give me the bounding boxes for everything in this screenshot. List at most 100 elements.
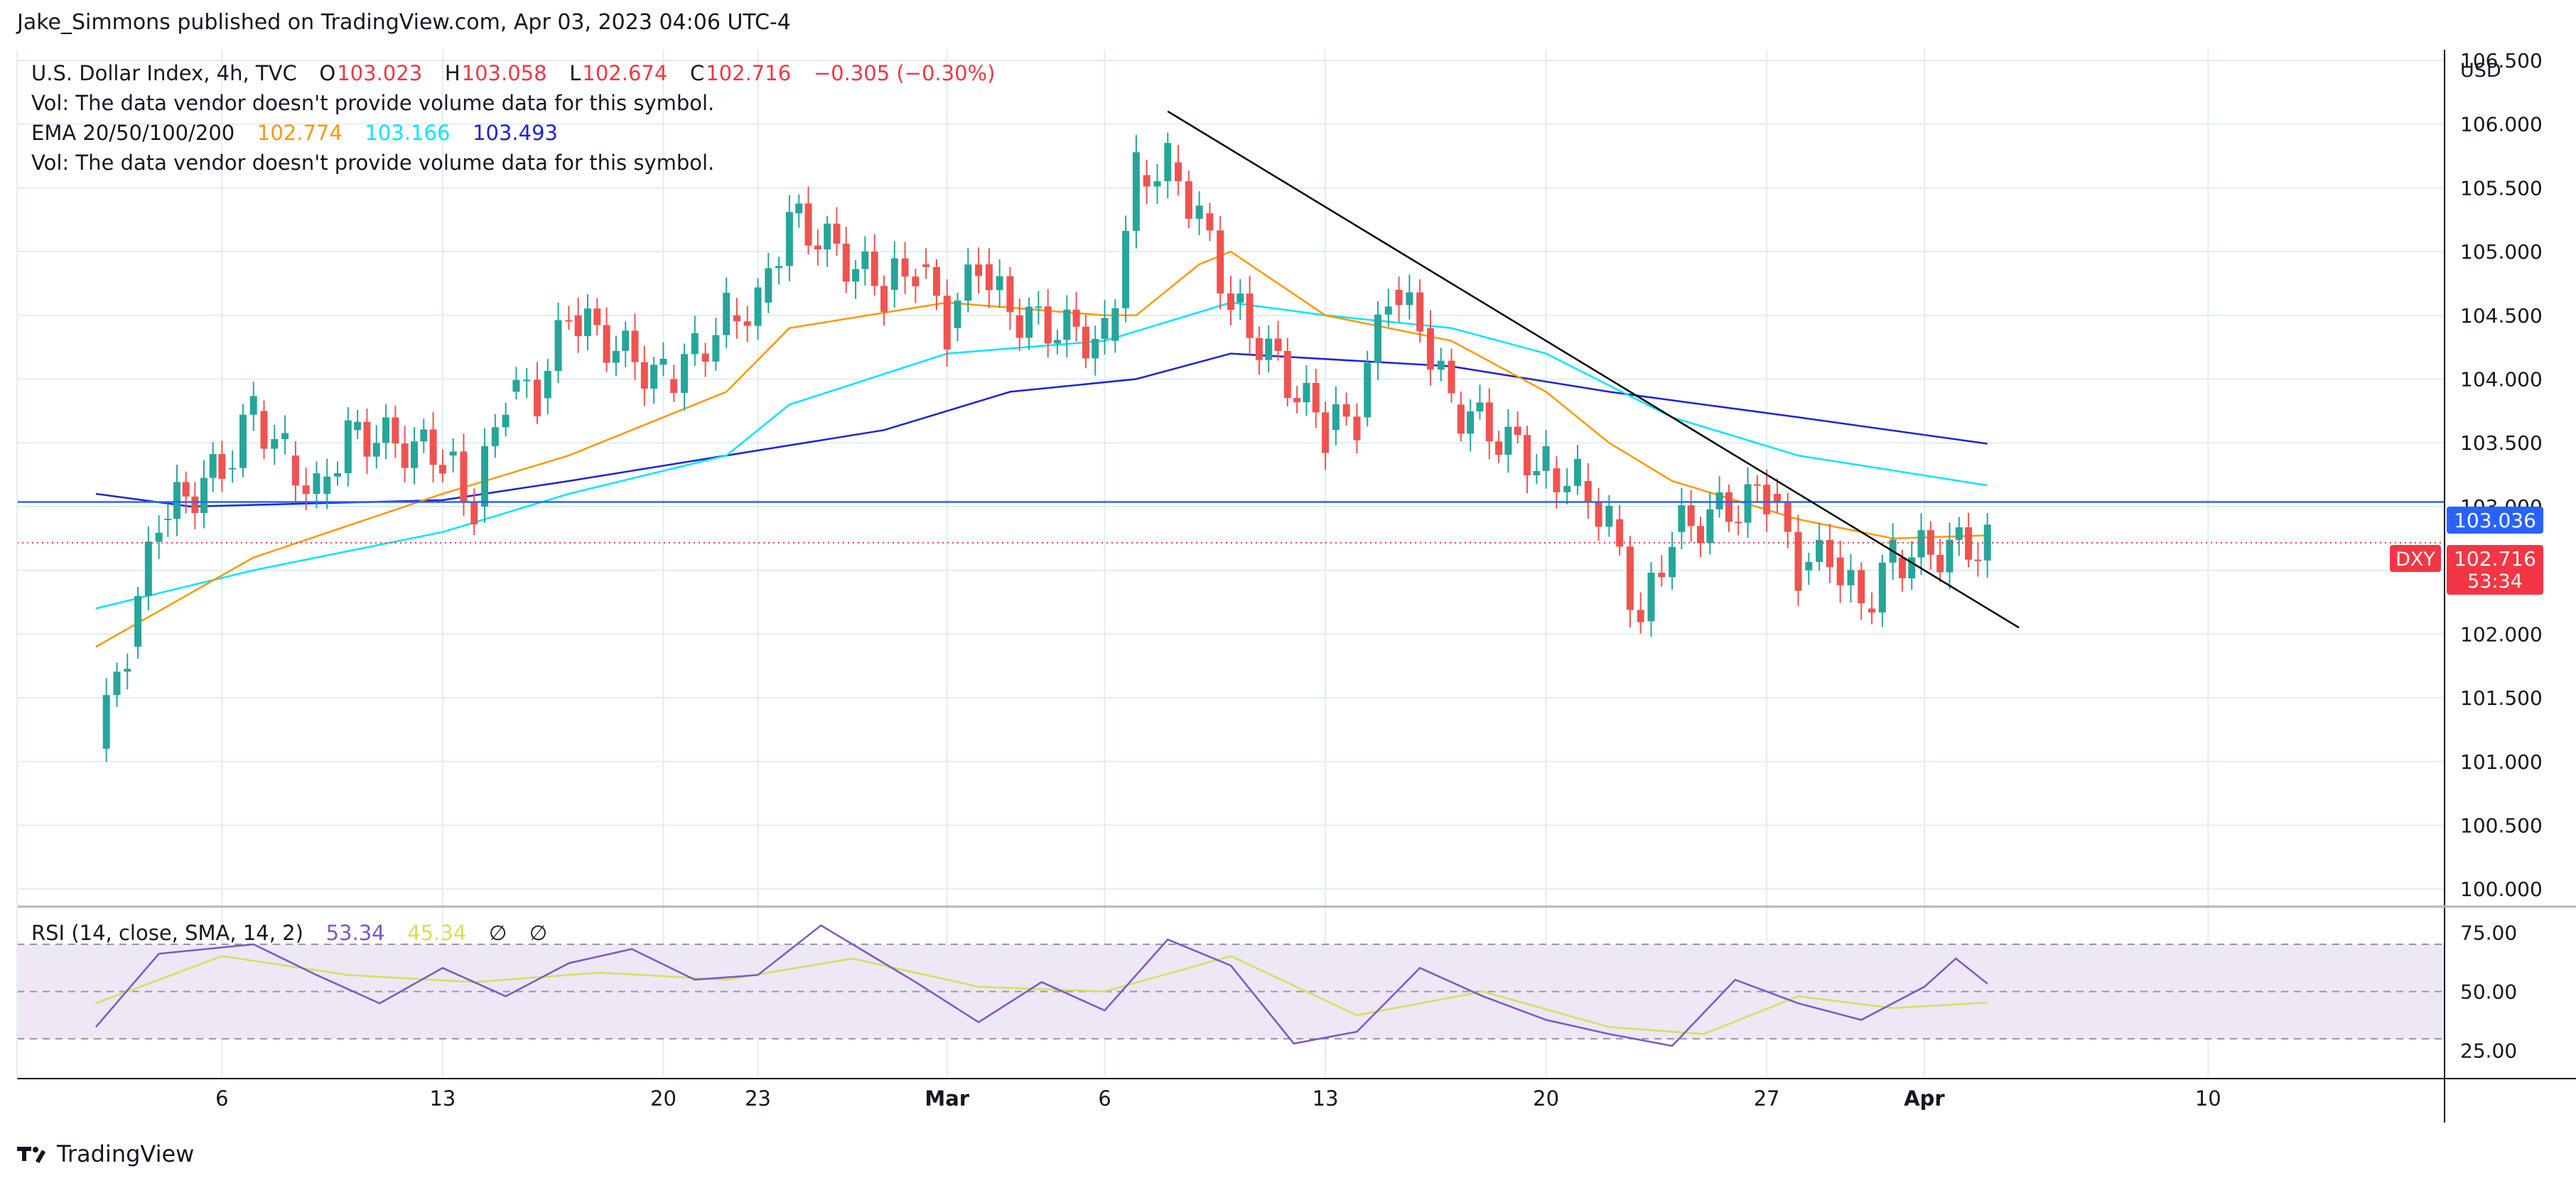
- candle-body: [1054, 340, 1061, 344]
- candle-body: [871, 252, 878, 286]
- line-price-tag: 103.036: [2454, 509, 2536, 532]
- candle-body: [1735, 522, 1742, 524]
- candle-body: [229, 468, 237, 470]
- candle-body: [200, 477, 208, 514]
- rsi-axis-labels: 75.00 50.00 25.00: [2460, 921, 2517, 1062]
- candle-body: [124, 669, 131, 672]
- brand-name: TradingView: [57, 1140, 195, 1167]
- rsi-tick-label: 75.00: [2460, 921, 2517, 944]
- candle-body: [1637, 610, 1644, 622]
- x-tick-label: 20: [650, 1086, 677, 1111]
- countdown-tag: 53:34: [2467, 571, 2523, 593]
- candle-body: [382, 417, 390, 443]
- ema-legend: EMA 20/50/100/200 102.774 103.166 103.49…: [31, 121, 559, 145]
- candle-body: [681, 354, 689, 394]
- rsi-sma-line: [95, 955, 1988, 1035]
- candle-body: [1805, 561, 1813, 571]
- candle-body: [1467, 411, 1475, 434]
- candle-body: [249, 396, 257, 415]
- rsi-tick-label: 50.00: [2460, 981, 2517, 1004]
- candle-body: [943, 296, 951, 350]
- candle-body: [260, 411, 268, 449]
- candle-body: [271, 439, 279, 449]
- volume-note-1: Vol: The data vendor doesn't provide vol…: [31, 91, 715, 115]
- y-tick-label: 106.000: [2460, 113, 2543, 136]
- candle-body: [964, 264, 972, 301]
- candle-body: [392, 417, 399, 444]
- line-price-tag-bg: [2447, 507, 2543, 534]
- candle-body: [1847, 570, 1855, 585]
- candle-body: [1072, 309, 1080, 327]
- candle-body: [1858, 570, 1865, 604]
- candle-body: [1878, 562, 1886, 613]
- candle-body: [824, 223, 831, 250]
- candle-body: [1255, 338, 1263, 360]
- last-price-tag-bg: [2447, 545, 2543, 595]
- candle-body: [975, 264, 983, 276]
- candle-body: [144, 541, 152, 596]
- candle-body: [1353, 416, 1361, 441]
- candle-body: [1763, 485, 1771, 514]
- candle-body: [1342, 404, 1350, 417]
- candle-body: [1236, 293, 1244, 303]
- candle-body: [612, 350, 620, 363]
- candle-body: [1132, 152, 1140, 232]
- candle-body: [1406, 292, 1413, 306]
- candle-body: [1753, 484, 1761, 486]
- candle-body: [1227, 293, 1234, 310]
- x-tick-label: 20: [1533, 1086, 1559, 1111]
- candle-body: [291, 455, 299, 486]
- candle-body: [1784, 502, 1791, 532]
- overlay-lines: [17, 110, 2445, 629]
- candle-body: [1974, 559, 1982, 561]
- candle-body: [659, 358, 667, 365]
- candle-body: [1563, 485, 1571, 492]
- candle-body: [565, 320, 573, 322]
- candle-body: [1946, 539, 1953, 573]
- candle-body: [372, 443, 380, 457]
- symbol-title: U.S. Dollar Index, 4h, TVC: [31, 61, 297, 85]
- candle-body: [1283, 350, 1291, 399]
- low-label: L: [569, 61, 581, 85]
- rsi-label: RSI (14, close, SMA, 14, 2): [31, 921, 303, 945]
- candle-body: [833, 223, 841, 244]
- candle-body: [1574, 458, 1581, 486]
- candle-body: [460, 451, 468, 502]
- candle-body: [985, 264, 993, 291]
- high-label: H: [444, 61, 460, 85]
- candle-body: [593, 308, 601, 325]
- candle-body: [743, 321, 751, 326]
- x-tick-label: 10: [2195, 1086, 2221, 1111]
- candle-body: [932, 266, 940, 296]
- candles: [102, 132, 1991, 762]
- candle-body: [1206, 213, 1214, 231]
- candle-body: [363, 421, 371, 457]
- candle-body: [670, 379, 678, 394]
- candle-body: [1533, 470, 1541, 475]
- candle-body: [1936, 554, 1944, 573]
- tradingview-brand[interactable]: TradingView: [17, 1140, 194, 1167]
- candle-body: [1374, 314, 1382, 363]
- candle-body: [1122, 231, 1130, 308]
- grid-lines: [17, 50, 2445, 1076]
- candle-body: [1669, 546, 1676, 578]
- candle-body: [1426, 328, 1434, 370]
- candle-body: [1044, 306, 1052, 344]
- currency-label: USD: [2460, 60, 2501, 82]
- candle-body: [1437, 360, 1445, 370]
- candle-body: [880, 286, 888, 312]
- candle-body: [754, 287, 762, 326]
- candle-body: [1006, 276, 1014, 313]
- y-tick-label: 105.500: [2460, 176, 2543, 200]
- open-label: O: [319, 61, 336, 85]
- candle-body: [1908, 557, 1916, 578]
- candle-body: [502, 414, 510, 428]
- candle-body: [1063, 309, 1071, 340]
- close-label: C: [689, 61, 705, 85]
- candle-body: [1265, 338, 1273, 360]
- candle-body: [1605, 505, 1613, 527]
- open-value: 103.023: [337, 61, 423, 85]
- candle-body: [410, 441, 418, 468]
- ema100-line: [95, 352, 1988, 508]
